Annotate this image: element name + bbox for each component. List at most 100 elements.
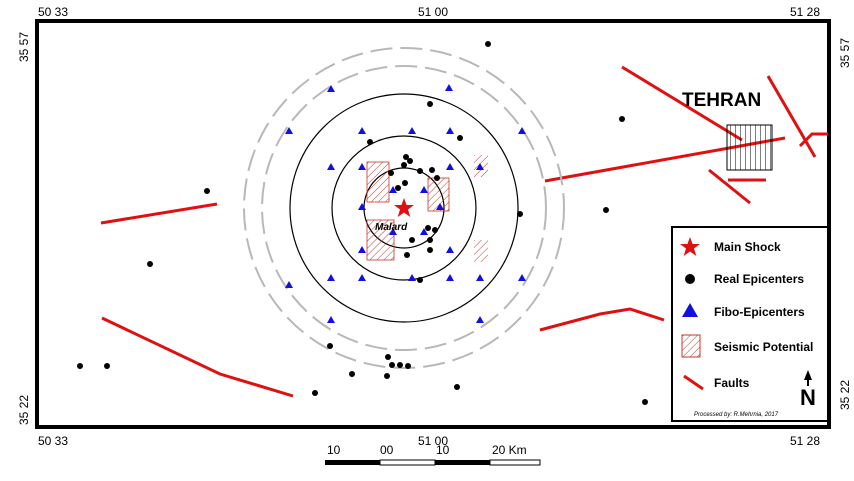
real-epicenter [405,363,411,369]
fibo-epicenter [518,127,526,134]
scale-bar: 10 00 10 20 Km [325,443,541,466]
fibo-epicenter [420,228,428,235]
fibo-epicenter [285,281,293,288]
real-epicenter [385,354,391,360]
fibo-epicenter [285,127,293,134]
city-label: TEHRAN [682,90,761,111]
real-epicenter [427,247,433,253]
fault [539,307,665,332]
legend-label: Faults [714,376,750,390]
main-shock [394,198,414,217]
real-epicenter [77,363,83,369]
north-arrow [804,370,812,386]
real-epicenter [457,135,463,141]
coord-label: 35 22 [17,395,31,425]
potential-zone [366,219,395,261]
real-epicenter [485,41,491,47]
fault [708,168,751,205]
fibo-epicenter [408,274,416,281]
real-epicenter [384,373,390,379]
real-epicenter [389,362,395,368]
real-epicenter [397,362,403,368]
legend-box [671,226,829,422]
fibo-epicenter [446,274,454,281]
scale-segment [435,460,490,465]
coord-label: 50 33 [38,5,68,19]
fibo-epicenter [436,203,444,210]
fault [766,75,817,158]
fibo-epicenter [420,186,428,193]
coord-label: 50 33 [38,434,68,448]
scale-label: 00 [380,443,394,457]
fibo-epicenter [389,186,397,193]
fibo-epicenter [358,203,366,210]
fault [621,65,743,142]
fibo-epicenter [358,274,366,281]
real-epicenter [434,175,440,181]
fibo-epicenter [327,85,335,92]
legend-label: Real Epicenters [714,272,804,286]
fibo-epicenter [476,316,484,323]
north-label: N [800,385,816,410]
fibo-epicenter [327,274,335,281]
ring [289,93,519,323]
real-epicenter [619,116,625,122]
real-epicenter [367,139,373,145]
real-epicenter [147,261,153,267]
scale-label: 10 [436,443,450,457]
legend-label: Main Shock [714,240,781,254]
real-epicenter [454,384,460,390]
real-epicenter [401,162,407,168]
real-epicenter [432,227,438,233]
real-epicenter [395,185,401,191]
fibo-epicenter [476,274,484,281]
fibo-epicenter [358,163,366,170]
legend-symbol [680,237,700,256]
real-epicenter [427,237,433,243]
fault [101,316,294,398]
legend: Main Shock Real Epicenters Fibo-Epicente… [671,226,829,422]
legend-symbol [682,303,698,317]
real-epicenter [407,158,413,164]
fibo-epicenter [389,228,397,235]
legend-symbol [685,274,695,284]
dashed-ring [243,47,565,369]
coord-label: 51 00 [418,5,448,19]
legend-symbol [681,334,701,358]
ring [331,135,477,281]
real-epicenter [327,343,333,349]
coord-label: 35 57 [838,38,852,68]
credit: Processed by: R.Mehrnia, 2017 [694,412,779,418]
fibo-epicenter [518,274,526,281]
fibo-epicenters [285,84,526,323]
fibo-epicenter [446,127,454,134]
real-epicenter [349,371,355,377]
fault [100,202,218,225]
coord-label: 51 00 [418,434,448,448]
real-epicenter [403,154,409,160]
fibo-epicenter [327,163,335,170]
potential-zone [474,240,488,262]
fibo-epicenter [446,163,454,170]
real-epicenters [77,41,648,405]
real-epicenter [425,225,431,231]
fibo-epicenter [445,84,453,91]
coord-label: 51 28 [790,434,820,448]
potential-zone [366,161,390,203]
fibo-epicenter [476,163,484,170]
real-epicenter [427,101,433,107]
coord-label: 35 57 [17,32,31,62]
scale-label: 10 [327,443,341,457]
fibo-epicenter [446,246,454,253]
center-label: Malard [375,222,408,233]
legend-label: Fibo-Epicenters [714,305,805,319]
legend-label: Seismic Potential [714,340,813,354]
scale-segment [489,459,541,466]
real-epicenter [204,188,210,194]
coord-label: 51 28 [790,5,820,19]
scale-segment [325,460,380,465]
fibo-epicenter [327,316,335,323]
scale-label: 20 Km [492,443,527,457]
tehran-area [726,124,773,171]
